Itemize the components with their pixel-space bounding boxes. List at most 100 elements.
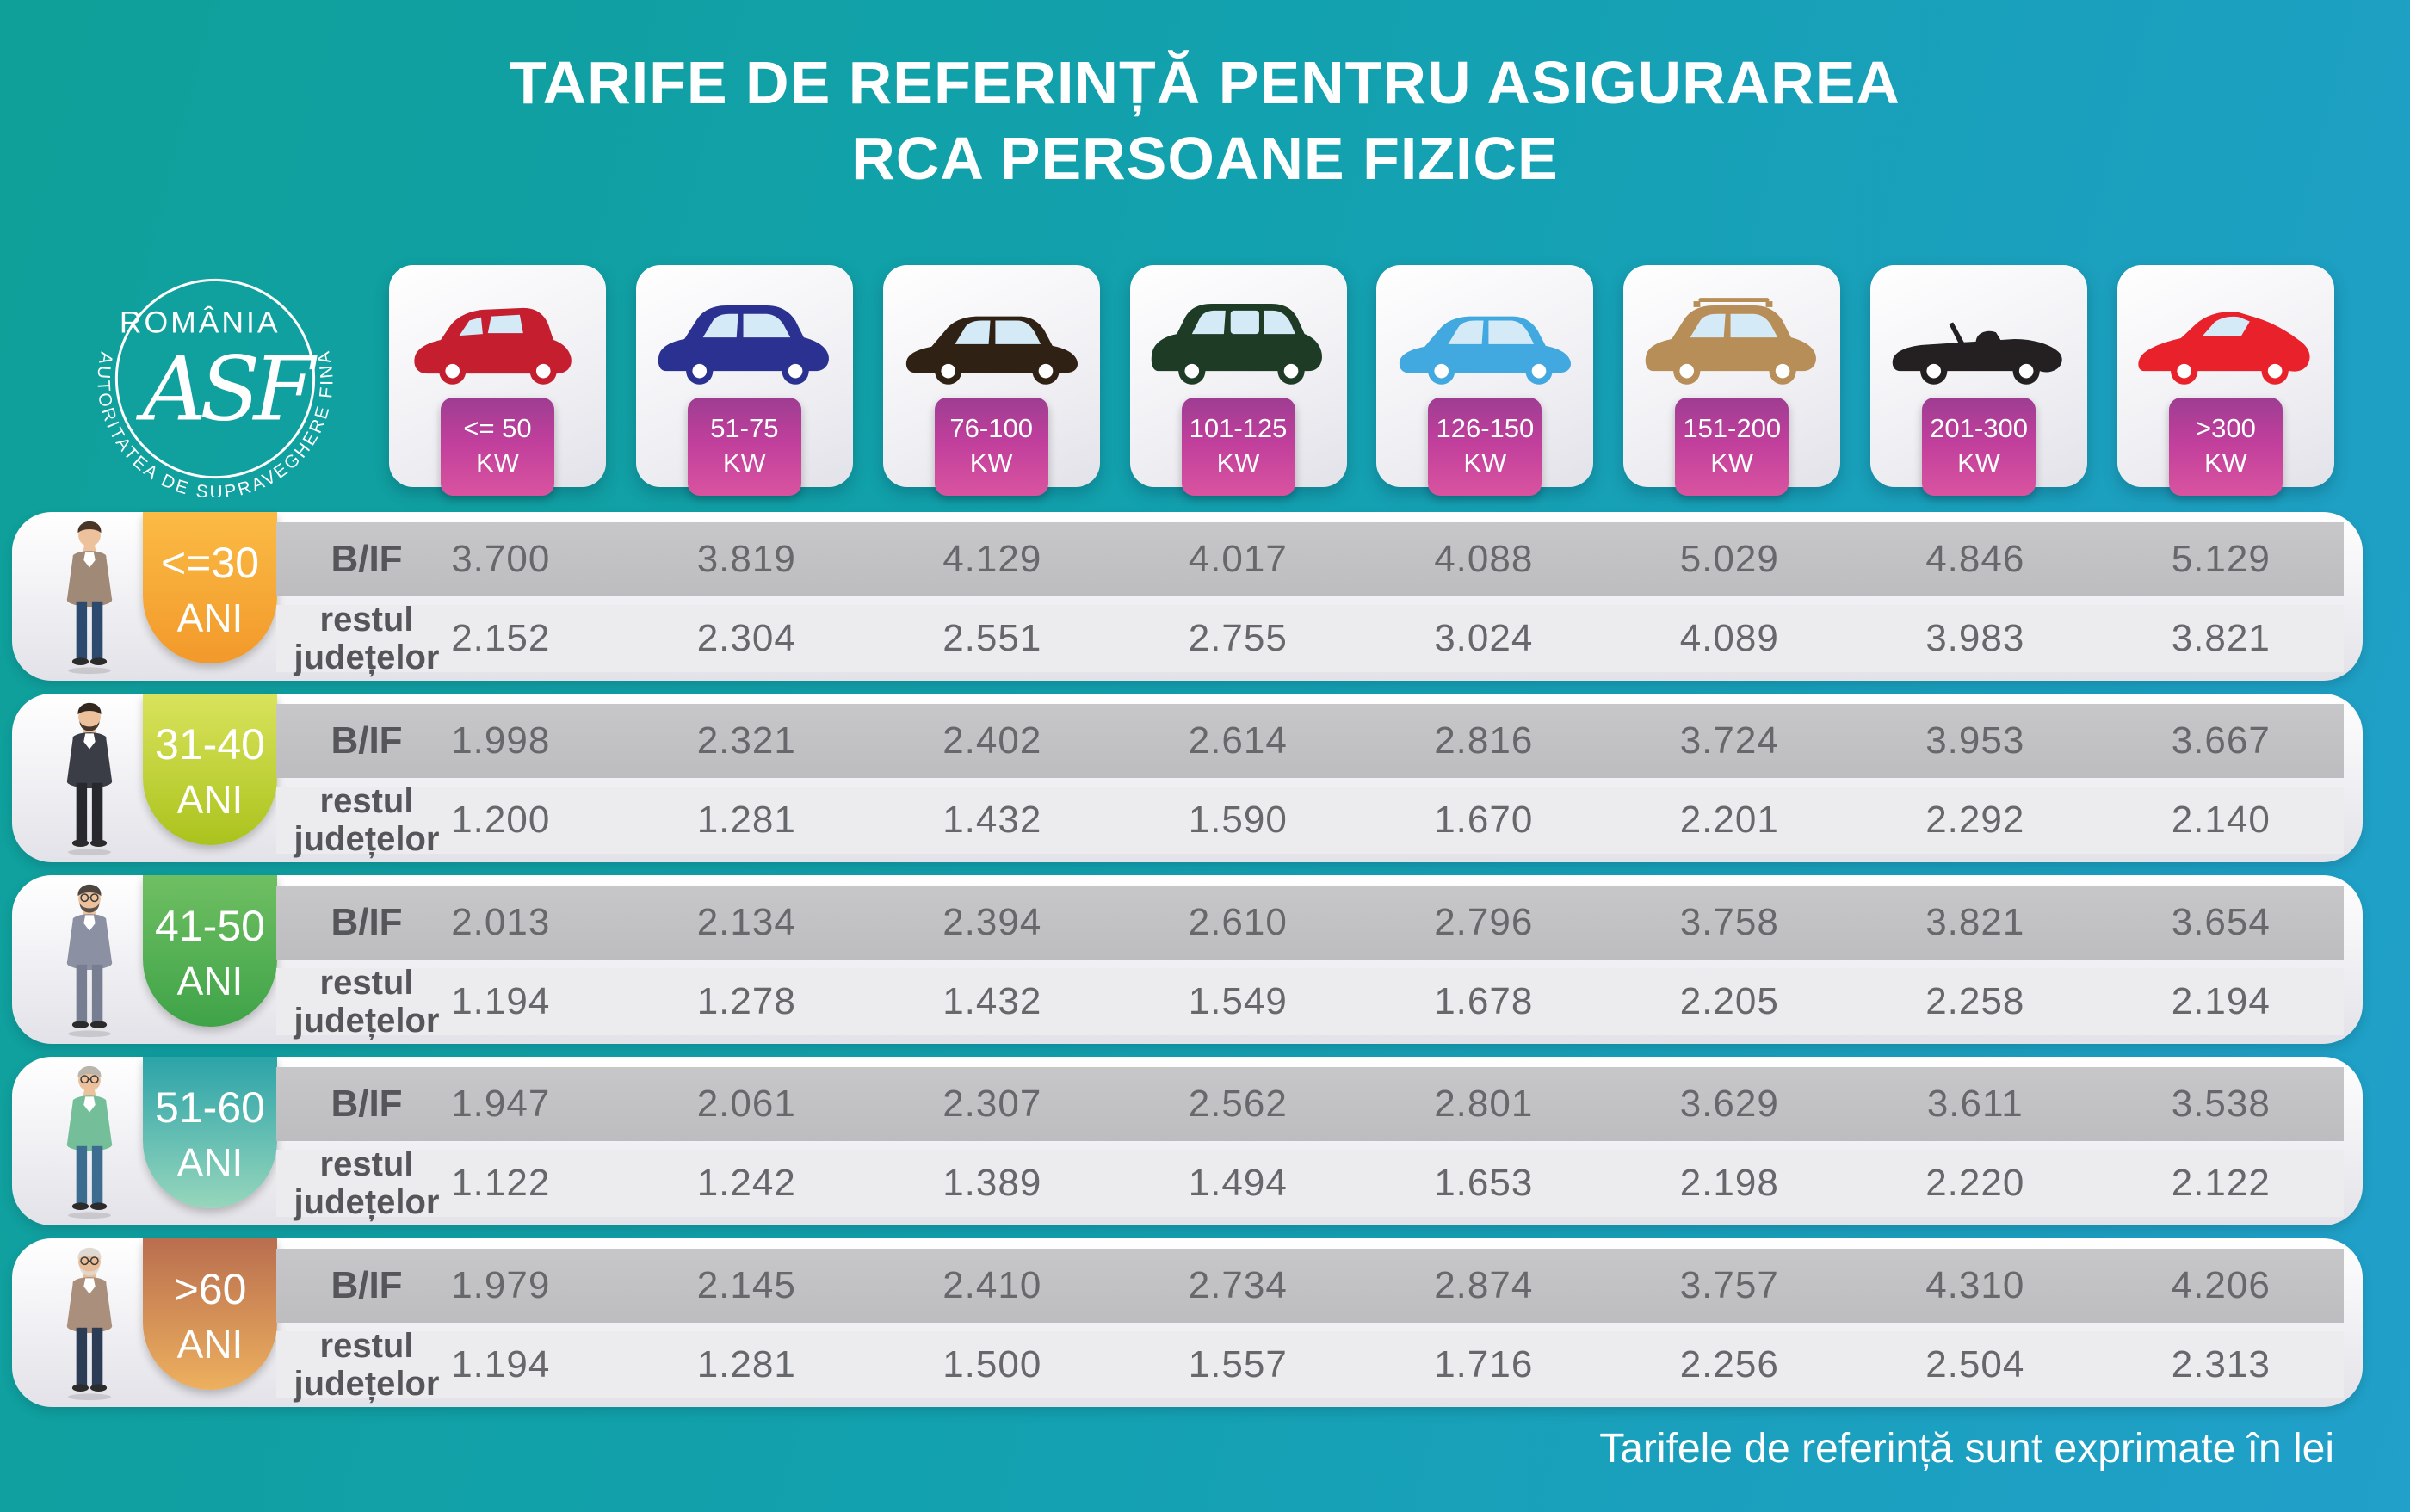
- tariff-value-bif: 2.307: [942, 1083, 1042, 1125]
- suv-car-icon: [654, 294, 835, 386]
- age-badge-range: 51-60: [155, 1083, 265, 1132]
- page-title: TARIFE DE REFERINȚĂ PENTRU ASIGURAREA RC…: [0, 45, 2410, 196]
- tariff-value-rest: 1.494: [1188, 1162, 1288, 1204]
- person-illustration: [41, 1245, 138, 1402]
- rest-band: restul județelor: [276, 1145, 2344, 1221]
- rest-label-line2: județelor: [294, 1183, 440, 1221]
- tariff-value-rest: 1.432: [942, 980, 1042, 1022]
- age-badge: 51-60 ANI: [143, 1057, 277, 1208]
- tariff-value-bif: 2.816: [1434, 719, 1534, 762]
- rest-label-line1: restul: [319, 601, 414, 639]
- rest-label-line1: restul: [319, 782, 414, 820]
- tariff-value-bif: 2.796: [1434, 901, 1534, 943]
- tariff-value-rest: 2.258: [1925, 980, 2025, 1022]
- tariff-value-bif: 3.819: [696, 538, 796, 580]
- tariff-value-bif: 2.145: [696, 1264, 796, 1306]
- kw-badge-unit: KW: [1957, 447, 2001, 478]
- tariff-value-bif: 4.129: [942, 538, 1042, 580]
- rest-label-line2: județelor: [294, 820, 440, 858]
- kw-badge: <= 50 KW: [441, 398, 554, 496]
- tariff-value-bif: 4.310: [1925, 1264, 2025, 1306]
- tariff-value-bif: 2.134: [696, 901, 796, 943]
- age-badge: <=30 ANI: [143, 512, 277, 663]
- title-line2: RCA PERSOANE FIZICE: [851, 125, 1559, 192]
- kw-badge-power: 76-100: [949, 413, 1033, 443]
- tariff-value-bif: 2.061: [696, 1083, 796, 1125]
- tariff-value-bif: 2.394: [942, 901, 1042, 943]
- age-badge-suffix: ANI: [176, 959, 244, 1003]
- age-badge-range: >60: [173, 1265, 247, 1313]
- bif-values: 2.013 2.134 2.394 2.610 2.796 3.758 3.821 3.654: [378, 886, 2344, 960]
- tariff-value-bif: 3.629: [1679, 1083, 1779, 1125]
- age-group-row: <=30 ANI B/IF restul județelor 3.700 3.81…: [12, 512, 2363, 681]
- power-category-card: <= 50 KW: [389, 265, 606, 496]
- tariff-value-bif: 3.758: [1679, 901, 1779, 943]
- power-category-card: 76-100 KW: [882, 265, 1100, 496]
- kw-badge-unit: KW: [1710, 447, 1754, 478]
- tariff-value-bif: 1.998: [451, 719, 551, 762]
- bif-values: 3.700 3.819 4.129 4.017 4.088 5.029 4.846 5.129: [378, 522, 2344, 596]
- rest-band: restul județelor: [276, 964, 2344, 1040]
- tariff-value-rest: 2.198: [1679, 1162, 1779, 1204]
- bif-values: 1.979 2.145 2.410 2.734 2.874 3.757 4.310 4.206: [378, 1249, 2344, 1323]
- logo-monogram: ASF: [136, 338, 318, 441]
- tariff-value-bif: 2.321: [696, 719, 796, 762]
- rest-values: 2.152 2.304 2.551 2.755 3.024 4.089 3.983 3.821: [378, 605, 2344, 672]
- rest-label: restul județelor: [276, 1145, 457, 1221]
- tariff-value-bif: 2.562: [1188, 1083, 1288, 1125]
- convertible-car-icon: [1888, 294, 2069, 386]
- tariff-value-bif: 2.734: [1188, 1264, 1288, 1306]
- tariff-value-rest: 1.653: [1434, 1162, 1534, 1204]
- power-category-card: 101-125 KW: [1129, 265, 1347, 496]
- rest-label: restul județelor: [276, 1327, 457, 1403]
- tariff-value-bif: 2.410: [942, 1264, 1042, 1306]
- bif-label: B/IF: [331, 901, 403, 943]
- bif-band: B/IF: [276, 522, 2344, 596]
- tariff-value-bif: 2.614: [1188, 719, 1288, 762]
- asf-logo-graphic: ROMÂNIA ASF AUTORITATEA DE SUPRAVEGHERE …: [63, 250, 335, 503]
- age-badge-suffix: ANI: [176, 1322, 244, 1367]
- tariff-value-rest: 1.194: [451, 1343, 551, 1385]
- power-category-card: 51-75 KW: [635, 265, 853, 496]
- tariff-value-rest: 1.716: [1434, 1343, 1534, 1385]
- tariff-value-rest: 2.201: [1679, 799, 1779, 841]
- age-badge-suffix: ANI: [176, 596, 244, 640]
- rest-label-line1: restul: [319, 964, 414, 1002]
- tariff-value-rest: 1.242: [696, 1162, 796, 1204]
- tariff-value-rest: 2.122: [2171, 1162, 2271, 1204]
- rest-label-line2: județelor: [294, 1365, 440, 1403]
- rest-label: restul județelor: [276, 601, 457, 676]
- tariff-value-bif: 3.700: [451, 538, 551, 580]
- bif-band: B/IF: [276, 704, 2344, 778]
- tariff-value-rest: 3.821: [2171, 617, 2271, 659]
- age-badge: >60 ANI: [143, 1238, 277, 1390]
- tariff-value-bif: 3.611: [1926, 1083, 2024, 1125]
- tariff-value-rest: 2.256: [1679, 1343, 1779, 1385]
- rest-label-line1: restul: [319, 1145, 414, 1183]
- rest-values: 1.194 1.281 1.500 1.557 1.716 2.256 2.504 2.313: [378, 1331, 2344, 1398]
- tariff-value-rest: 1.432: [942, 799, 1042, 841]
- age-badge: 41-50 ANI: [143, 875, 277, 1027]
- kw-badge: 201-300 KW: [1922, 398, 2036, 496]
- age-badge-suffix: ANI: [176, 1140, 244, 1185]
- kw-badge-unit: KW: [2203, 447, 2247, 478]
- kw-badge: 126-150 KW: [1428, 398, 1542, 496]
- tariff-value-bif: 3.953: [1925, 719, 2025, 762]
- tariff-value-bif: 2.402: [942, 719, 1042, 762]
- tariff-value-rest: 2.755: [1188, 617, 1288, 659]
- tariff-value-bif: 3.724: [1679, 719, 1779, 762]
- kw-badge-unit: KW: [476, 447, 519, 478]
- tariff-value-rest: 1.549: [1188, 980, 1288, 1022]
- tariff-value-rest: 1.200: [451, 799, 551, 841]
- tariff-value-rest: 1.557: [1188, 1343, 1288, 1385]
- age-group-row: >60 ANI B/IF restul județelor 1.979 2.145…: [12, 1238, 2363, 1407]
- age-group-row: 41-50 ANI B/IF restul județelor 2.013 2.1…: [12, 875, 2363, 1044]
- bif-label: B/IF: [331, 1264, 403, 1306]
- tariff-value-bif: 2.874: [1434, 1264, 1534, 1306]
- tariff-value-bif: 1.947: [451, 1083, 551, 1125]
- wagon-car-icon: [1641, 294, 1822, 386]
- tariff-value-rest: 1.281: [696, 799, 796, 841]
- tariff-value-rest: 2.220: [1925, 1162, 2025, 1204]
- tariff-value-rest: 3.024: [1434, 617, 1534, 659]
- age-group-row: 31-40 ANI B/IF restul județelor 1.998 2.3…: [12, 694, 2363, 862]
